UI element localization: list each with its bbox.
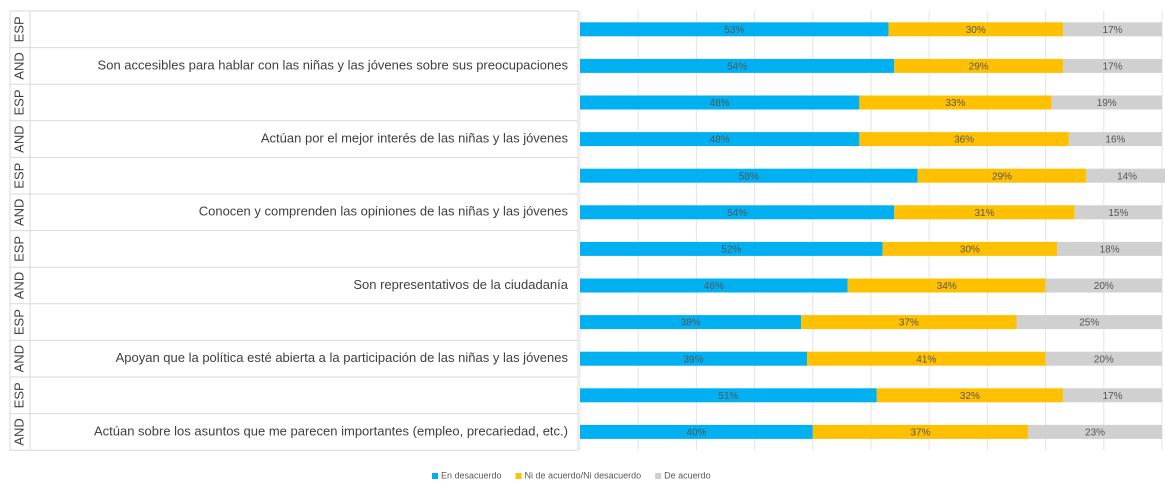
category-label: Actúan sobre los asuntos que me parecen … bbox=[94, 423, 568, 438]
bar-segment bbox=[1028, 424, 1162, 439]
value-label: 37% bbox=[910, 428, 930, 439]
value-label: 48% bbox=[710, 98, 730, 109]
legend-label: Ni de acuerdo/Ni desacuerdo bbox=[525, 470, 642, 480]
value-label: 18% bbox=[1100, 245, 1120, 256]
bar-segment bbox=[1051, 95, 1162, 110]
bar-segment bbox=[888, 22, 1064, 37]
value-label: 58% bbox=[739, 171, 759, 182]
category-label: Son representativos de la ciudadanía bbox=[353, 277, 568, 292]
bar-segment bbox=[580, 241, 883, 256]
bar-segment bbox=[580, 22, 889, 37]
value-label: 29% bbox=[992, 171, 1012, 182]
value-label: 51% bbox=[718, 391, 738, 402]
region-label: AND bbox=[11, 418, 26, 445]
bar-segment bbox=[894, 205, 1075, 220]
bar-segment bbox=[580, 168, 918, 183]
value-label: 41% bbox=[916, 354, 936, 365]
value-label: 54% bbox=[727, 62, 747, 73]
bar-segment bbox=[882, 241, 1058, 256]
bar-segment bbox=[1068, 132, 1162, 147]
category-label: Son accesibles para hablar con las niñas… bbox=[98, 57, 569, 72]
value-label: 17% bbox=[1103, 391, 1123, 402]
value-label: 20% bbox=[1094, 354, 1114, 365]
bar-segment bbox=[580, 58, 895, 73]
bar-segment bbox=[847, 278, 1046, 293]
value-label: 14% bbox=[1117, 171, 1137, 182]
category-label: Conocen y comprenden las opiniones de la… bbox=[199, 204, 569, 219]
region-label: AND bbox=[11, 272, 26, 299]
bar-segment bbox=[580, 424, 813, 439]
bar-segment bbox=[1016, 315, 1162, 330]
value-label: 46% bbox=[704, 281, 724, 292]
bar-segment bbox=[894, 58, 1064, 73]
legend-swatch bbox=[515, 473, 522, 479]
bar-segment bbox=[580, 278, 848, 293]
bar-segment bbox=[1074, 205, 1162, 220]
region-label: AND bbox=[11, 199, 26, 226]
bar-segment bbox=[580, 388, 877, 403]
bar-segment bbox=[1086, 168, 1165, 183]
region-label: ESP bbox=[11, 16, 26, 42]
value-label: 36% bbox=[954, 135, 974, 146]
region-label: ESP bbox=[11, 309, 26, 335]
value-label: 39% bbox=[683, 354, 703, 365]
category-label: Actúan por el mejor interés de las niñas… bbox=[261, 131, 569, 146]
value-label: 53% bbox=[724, 25, 744, 36]
bar-segment bbox=[1063, 22, 1162, 37]
value-label: 23% bbox=[1085, 428, 1105, 439]
bar-segment bbox=[1045, 351, 1162, 366]
value-label: 16% bbox=[1105, 135, 1125, 146]
value-label: 40% bbox=[686, 428, 706, 439]
bar-segment bbox=[1063, 388, 1162, 403]
value-label: 34% bbox=[937, 281, 957, 292]
bar-segment bbox=[859, 95, 1052, 110]
bar-segment bbox=[580, 132, 860, 147]
value-label: 19% bbox=[1097, 98, 1117, 109]
region-label: ESP bbox=[11, 236, 26, 262]
region-label: AND bbox=[11, 52, 26, 79]
bar-segment bbox=[1045, 278, 1162, 293]
bar-segment bbox=[1063, 58, 1162, 73]
value-label: 25% bbox=[1079, 318, 1099, 329]
bar-segment bbox=[859, 132, 1069, 147]
bar-segment bbox=[580, 95, 860, 110]
value-label: 30% bbox=[960, 245, 980, 256]
region-label: ESP bbox=[11, 163, 26, 189]
bar-segment bbox=[1057, 241, 1162, 256]
value-label: 33% bbox=[945, 98, 965, 109]
region-label: ESP bbox=[11, 89, 26, 115]
region-label: AND bbox=[11, 345, 26, 372]
value-label: 54% bbox=[727, 208, 747, 219]
bar-segment bbox=[801, 315, 1017, 330]
value-label: 38% bbox=[681, 318, 701, 329]
value-label: 20% bbox=[1094, 281, 1114, 292]
bar-segment bbox=[876, 388, 1064, 403]
value-label: 17% bbox=[1103, 25, 1123, 36]
bar-segment bbox=[580, 315, 802, 330]
bar-segment bbox=[580, 351, 807, 366]
value-label: 48% bbox=[710, 135, 730, 146]
region-label: ESP bbox=[11, 382, 26, 408]
legend-swatch bbox=[655, 473, 662, 479]
bar-segment bbox=[812, 424, 1029, 439]
value-label: 52% bbox=[721, 245, 741, 256]
value-label: 15% bbox=[1108, 208, 1128, 219]
legend-label: En desacuerdo bbox=[441, 470, 502, 480]
category-label: Apoyan que la política esté abierta a la… bbox=[116, 350, 569, 365]
region-label: AND bbox=[11, 125, 26, 152]
value-label: 30% bbox=[966, 25, 986, 36]
bar-segment bbox=[580, 205, 895, 220]
value-label: 17% bbox=[1103, 62, 1123, 73]
value-label: 37% bbox=[899, 318, 919, 329]
bar-segment bbox=[917, 168, 1087, 183]
bar-segment bbox=[806, 351, 1046, 366]
value-label: 32% bbox=[960, 391, 980, 402]
legend-label: De acuerdo bbox=[664, 470, 711, 480]
legend-swatch bbox=[432, 473, 438, 479]
value-label: 29% bbox=[969, 62, 989, 73]
value-label: 31% bbox=[974, 208, 994, 219]
